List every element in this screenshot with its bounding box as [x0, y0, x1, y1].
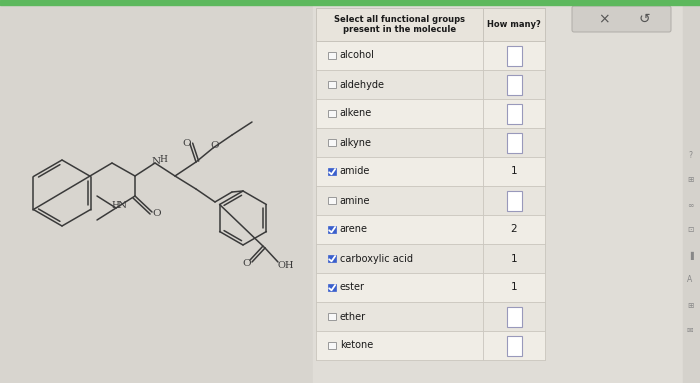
Text: ketone: ketone: [340, 340, 373, 350]
Bar: [483, 244, 545, 273]
Text: 1: 1: [511, 254, 517, 264]
Text: ↺: ↺: [638, 12, 650, 26]
Text: OH: OH: [278, 260, 294, 270]
Bar: [483, 70, 545, 99]
Bar: [316, 186, 483, 215]
FancyBboxPatch shape: [572, 6, 671, 32]
Text: aldehyde: aldehyde: [340, 80, 385, 90]
Bar: [507, 336, 522, 355]
Bar: [328, 226, 336, 233]
Bar: [316, 8, 483, 41]
Bar: [483, 302, 545, 331]
Bar: [316, 128, 483, 157]
Text: O: O: [243, 260, 251, 268]
Bar: [316, 8, 545, 360]
Bar: [483, 41, 545, 70]
Text: amide: amide: [340, 167, 370, 177]
Bar: [316, 215, 483, 244]
Bar: [328, 110, 336, 117]
Text: ether: ether: [340, 311, 366, 321]
Text: ester: ester: [340, 283, 365, 293]
Text: H: H: [159, 154, 167, 164]
Bar: [328, 81, 336, 88]
Text: alcohol: alcohol: [340, 51, 374, 61]
Text: amine: amine: [340, 195, 370, 206]
Text: How many?: How many?: [487, 20, 541, 29]
Bar: [483, 273, 545, 302]
Bar: [316, 244, 483, 273]
Bar: [316, 273, 483, 302]
Text: O: O: [183, 139, 191, 147]
Bar: [328, 52, 336, 59]
Bar: [483, 186, 545, 215]
Bar: [328, 168, 336, 175]
Bar: [316, 70, 483, 99]
Text: N: N: [151, 157, 160, 167]
Bar: [507, 103, 522, 123]
Bar: [507, 190, 522, 211]
Bar: [483, 8, 545, 41]
Text: ✉: ✉: [687, 326, 693, 334]
Text: ∞: ∞: [687, 200, 693, 210]
Bar: [328, 342, 336, 349]
Bar: [316, 331, 483, 360]
Text: A: A: [687, 275, 692, 285]
Bar: [328, 139, 336, 146]
Bar: [316, 302, 483, 331]
Text: O: O: [211, 141, 219, 151]
Bar: [313, 5, 700, 383]
Text: 2: 2: [511, 224, 517, 234]
Text: alkene: alkene: [340, 108, 372, 118]
Text: H: H: [111, 201, 119, 211]
Bar: [507, 46, 522, 65]
Bar: [507, 75, 522, 95]
Bar: [507, 133, 522, 152]
Text: ⊡: ⊡: [687, 226, 693, 234]
Bar: [0, 0, 700, 5]
Bar: [483, 157, 545, 186]
Bar: [0, 5, 313, 383]
Bar: [683, 5, 700, 383]
Text: ▐: ▐: [687, 250, 693, 260]
Bar: [316, 41, 483, 70]
Text: N: N: [118, 201, 127, 211]
Text: 1: 1: [511, 167, 517, 177]
Text: 1: 1: [511, 283, 517, 293]
Bar: [483, 99, 545, 128]
Bar: [507, 306, 522, 326]
Bar: [328, 255, 336, 262]
Bar: [483, 128, 545, 157]
Text: ?: ?: [688, 151, 692, 159]
Bar: [328, 313, 336, 320]
Text: carboxylic acid: carboxylic acid: [340, 254, 413, 264]
Bar: [328, 197, 336, 204]
Text: Select all functional groups
present in the molecule: Select all functional groups present in …: [334, 15, 465, 34]
Bar: [483, 331, 545, 360]
Bar: [328, 284, 336, 291]
Text: arene: arene: [340, 224, 368, 234]
Bar: [316, 99, 483, 128]
Bar: [316, 157, 483, 186]
Text: alkyne: alkyne: [340, 137, 372, 147]
Text: ⊞: ⊞: [687, 301, 693, 309]
Text: ⊞: ⊞: [687, 175, 693, 185]
Text: O: O: [153, 210, 161, 218]
Bar: [483, 215, 545, 244]
Text: ×: ×: [598, 12, 610, 26]
